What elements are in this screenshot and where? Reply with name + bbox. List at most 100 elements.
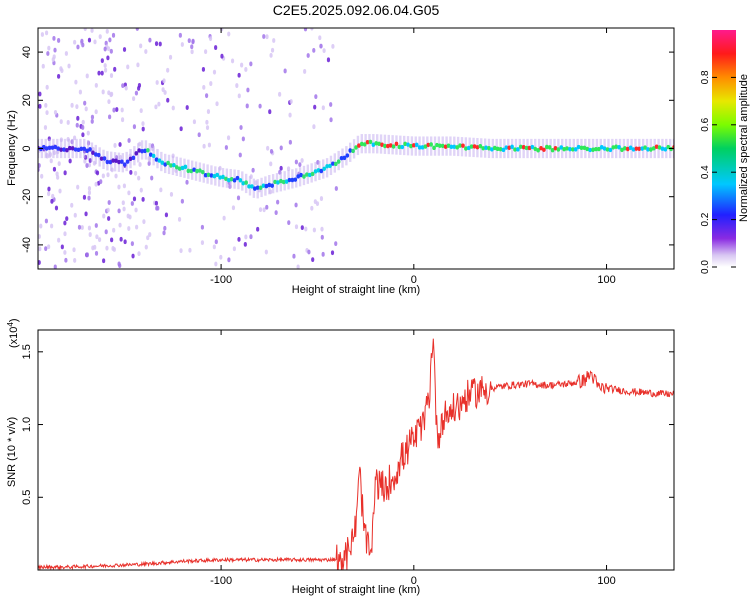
spectrogram-noise-cell: [326, 57, 331, 63]
spectrogram-ridge-cell: [484, 145, 488, 150]
spectrogram-ridge-cell: [591, 147, 595, 152]
spectrogram-ridge-cell: [643, 145, 647, 150]
spectrogram-noise-cell: [50, 198, 54, 204]
spectrogram-noise-cell: [38, 103, 42, 109]
spectrogram-noise-cell: [120, 117, 125, 123]
spectrogram-ridge-cell: [264, 183, 269, 189]
spectrogram-ridge-cell: [348, 148, 353, 153]
spectrogram-noise-cell: [135, 224, 139, 230]
spectrogram-ridge-cell: [117, 159, 121, 165]
spectrogram-noise-cell: [57, 73, 61, 79]
spectrogram-noise-cell: [180, 42, 184, 47]
spectrogram-noise-cell: [110, 237, 114, 243]
spectrogram-noise-cell: [82, 194, 87, 200]
spectrogram-panel: 40 20 0 -20 -40 -100 0 100 Height of straight …: [6, 27, 675, 296]
spectrogram-noise-cell: [134, 207, 138, 213]
spectrogram-xtick-label: 100: [597, 274, 615, 286]
snr-xtick-label: 0: [411, 575, 417, 587]
spectrogram-noise-cell: [191, 39, 195, 45]
spectrogram-ridge-cell: [244, 180, 248, 185]
spectrogram-noise-cell: [249, 234, 253, 240]
spectrogram-ridge-cell: [151, 153, 156, 159]
spectrogram-noise-cell: [63, 170, 67, 176]
spectrogram-ridge-cell: [322, 166, 327, 171]
spectrogram-ridge-cell: [137, 148, 141, 153]
spectrogram-noise-cell: [239, 125, 243, 130]
spectrogram-noise-cell: [310, 205, 314, 211]
spectrogram-ridge-cell: [192, 167, 196, 172]
spectrogram-ridge-cell: [56, 146, 61, 151]
spectrogram-ridge-cell: [53, 144, 58, 150]
spectrogram-noise-cell: [85, 163, 89, 168]
spectrogram-ridge-cell: [417, 145, 422, 150]
spectrogram-noise-cell: [319, 43, 323, 49]
spectrogram-ridge-cell: [200, 169, 205, 175]
spectrogram-ridge-cell: [85, 148, 89, 153]
spectrogram-noise-cell: [276, 199, 280, 205]
spectrogram-noise-cell: [126, 213, 130, 219]
spectrogram-ridge-cell: [623, 146, 627, 151]
spectrogram-noise-cell: [121, 83, 125, 89]
spectrogram-noise-cell: [117, 184, 121, 190]
spectrogram-noise-cell: [132, 96, 136, 102]
spectrogram-noise-cell: [137, 175, 141, 181]
spectrogram-ridge-cell: [391, 144, 396, 149]
spectrogram-noise-cell: [94, 223, 98, 228]
spectrogram-noise-cell: [57, 38, 61, 43]
spectrogram-noise-cell: [40, 173, 44, 179]
spectrogram-noise-cell: [113, 143, 117, 148]
spectrogram-ridge-cell: [559, 145, 564, 150]
spectrogram-noise-cell: [201, 66, 206, 72]
spectrogram-ridge-cell: [108, 159, 113, 165]
spectrogram-noise-cell: [81, 125, 85, 130]
spectrogram-noise-cell: [67, 63, 71, 69]
spectrogram-ridge-cell: [328, 163, 332, 169]
spectrogram-ridge-cell: [281, 179, 286, 185]
spectrogram-noise-cell: [269, 161, 273, 167]
spectrogram-noise-cell: [238, 152, 242, 158]
spectrogram-ridge-cell: [565, 146, 569, 151]
spectrogram-noise-cell: [307, 249, 311, 255]
spectrogram-noise-cell: [200, 224, 205, 230]
spectrogram-noise-cell: [298, 162, 302, 167]
spectrogram-ridge-cell: [247, 184, 251, 189]
spectrogram-noise-cell: [113, 66, 117, 72]
spectrogram-noise-cell: [58, 188, 62, 194]
spectrogram-ridge-cell: [331, 161, 335, 166]
spectrogram-ridge-cell: [232, 178, 237, 183]
spectrogram-ridge-cell: [287, 177, 292, 183]
spectrogram-ridge-cell: [290, 177, 295, 183]
spectrogram-ridge-cell: [91, 150, 95, 155]
spectrogram-ridge-cell: [70, 146, 75, 151]
spectrogram-ridge-cell: [654, 144, 659, 149]
spectrogram-noise-cell: [97, 237, 102, 243]
spectrogram-ridge-cell: [180, 165, 185, 171]
spectrogram-noise-cell: [63, 220, 67, 226]
spectrogram-noise-cell: [294, 224, 299, 230]
spectrogram-noise-cell: [266, 145, 270, 151]
spectrogram-noise-cell: [164, 212, 169, 218]
spectrogram-ridge-cell: [221, 174, 225, 180]
spectrogram-noise-cell: [50, 223, 54, 229]
spectrogram-noise-cell: [256, 226, 260, 232]
spectrogram-noise-cell: [268, 109, 272, 115]
spectrogram-ridge-cell: [293, 177, 298, 182]
spectrogram-ridge-cell: [394, 141, 399, 147]
spectrogram-ridge-cell: [359, 141, 364, 147]
spectrogram-ylabel: Frequency (Hz): [6, 110, 18, 186]
spectrogram-ridge-cell: [573, 147, 578, 152]
spectrogram-ridge-cell: [597, 146, 601, 152]
spectrogram-noise-cell: [202, 143, 206, 149]
spectrogram-noise-cell: [289, 99, 293, 104]
spectrogram-ridge-cell: [438, 143, 442, 148]
spectrogram-ridge-cell: [628, 145, 633, 150]
spectrogram-ridge-cell: [409, 143, 413, 149]
spectrogram-noise-cell: [60, 68, 64, 74]
spectrogram-ridge-cell: [466, 145, 471, 151]
spectrogram-noise-cell: [313, 104, 317, 110]
spectrogram-noise-cell: [192, 119, 197, 125]
spectrogram-noise-cell: [104, 229, 108, 235]
spectrogram-ridge-cell: [120, 159, 124, 164]
spectrogram-ridge-cell: [166, 160, 170, 166]
spectrogram-noise-cell: [39, 223, 43, 229]
